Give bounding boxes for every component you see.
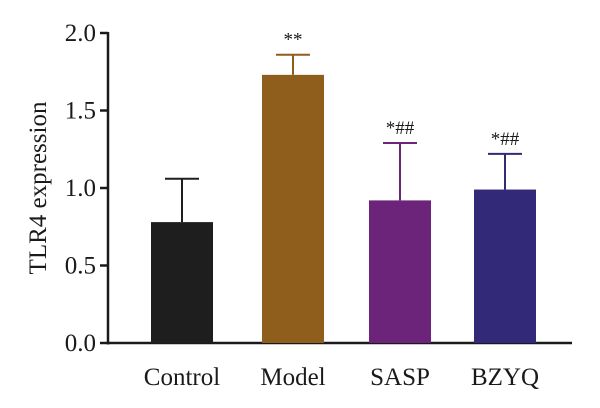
- bar-bzyq: [474, 189, 536, 343]
- y-tick-label: 1.0: [65, 175, 96, 202]
- y-tick-label: 1.5: [65, 98, 96, 125]
- x-category-label: Control: [144, 364, 220, 391]
- chart-labels: Control Model ** SASP *## BZYQ *##: [144, 30, 539, 391]
- y-tick-label: 2.0: [65, 20, 96, 47]
- significance-label: *##: [386, 118, 415, 139]
- significance-label: **: [284, 30, 303, 51]
- bar-control: [151, 222, 213, 343]
- y-tick-label: 0.5: [65, 253, 96, 280]
- chart-bars: [151, 74, 536, 343]
- bar-sasp: [369, 200, 431, 343]
- x-category-label: SASP: [370, 364, 430, 391]
- x-category-label: BZYQ: [471, 364, 539, 391]
- chart-error-bars: [165, 53, 522, 223]
- y-tick-label: 0.0: [65, 330, 96, 357]
- bar-model: [262, 74, 324, 343]
- significance-label: *##: [491, 129, 520, 150]
- y-axis-title: TLR4 expression: [25, 101, 52, 274]
- x-category-label: Model: [260, 364, 325, 391]
